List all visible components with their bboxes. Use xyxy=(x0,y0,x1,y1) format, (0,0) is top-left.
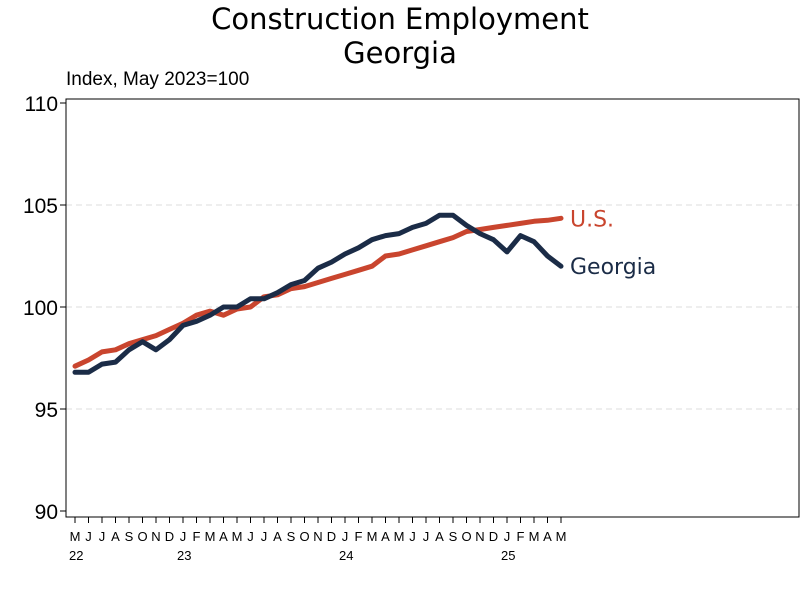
x-tick-label: J xyxy=(504,529,511,544)
series-lines xyxy=(72,212,564,375)
x-tick-label: D xyxy=(489,529,498,544)
x-tick-label: S xyxy=(287,529,296,544)
chart-title-block: Construction Employment Georgia xyxy=(0,0,800,70)
x-tick-label: J xyxy=(247,529,254,544)
x-tick-label: A xyxy=(111,529,120,544)
y-axis: 90 95 100 105 110 xyxy=(23,93,66,524)
x-tick-label: M xyxy=(556,529,567,544)
x-tick-label: J xyxy=(180,529,187,544)
chart-title: Construction Employment xyxy=(211,2,589,36)
x-tick-label: J xyxy=(409,529,416,544)
x-tick-label: F xyxy=(193,529,201,544)
x-tick-label: S xyxy=(125,529,134,544)
x-tick-label: J xyxy=(99,529,106,544)
x-tick-label: F xyxy=(355,529,363,544)
x-tick-label: M xyxy=(529,529,540,544)
plot-frame xyxy=(65,98,800,518)
series-line-georgia xyxy=(72,212,564,375)
x-tick-label: M xyxy=(394,529,405,544)
y-axis-label: Index, May 2023=100 xyxy=(66,69,249,90)
x-axis: M J J A S O N D J F M A M J J A S O N D J F M A M J J A S O N D J F M A M22 2… xyxy=(69,517,566,563)
y-tick-label: 110 xyxy=(25,93,58,116)
chart-subtitle: Georgia xyxy=(343,36,457,70)
x-tick-label: M xyxy=(70,529,81,544)
x-tick-label: M xyxy=(232,529,243,544)
x-tick-label: J xyxy=(342,529,349,544)
x-tick-label: J xyxy=(261,529,268,544)
series-labels: U.S. Georgia xyxy=(570,207,656,280)
x-tick-label: D xyxy=(165,529,174,544)
y-tick-label: 105 xyxy=(23,195,58,218)
series-line-us xyxy=(72,215,564,369)
x-tick-label: S xyxy=(449,529,458,544)
x-tick-label: A xyxy=(219,529,228,544)
x-tick-label: O xyxy=(461,529,471,544)
x-tick-label: N xyxy=(151,529,160,544)
x-tick-label: N xyxy=(313,529,322,544)
x-tick-label: O xyxy=(299,529,309,544)
x-tick-label: A xyxy=(435,529,444,544)
x-year-label: 22 xyxy=(69,548,83,563)
x-tick-label: J xyxy=(423,529,430,544)
x-tick-label: J xyxy=(85,529,92,544)
gridlines xyxy=(66,204,799,410)
x-tick-label: F xyxy=(517,529,525,544)
y-tick-label: 90 xyxy=(35,501,58,524)
x-year-label: 24 xyxy=(339,548,353,563)
x-tick-label: N xyxy=(475,529,484,544)
y-tick-label: 100 xyxy=(23,297,58,320)
series-label: Georgia xyxy=(570,255,656,280)
y-tick-label: 95 xyxy=(35,399,58,422)
x-tick-label: M xyxy=(205,529,216,544)
x-tick-label: A xyxy=(543,529,552,544)
x-tick-label: D xyxy=(327,529,336,544)
x-tick-label: O xyxy=(137,529,147,544)
x-year-label: 23 xyxy=(177,548,191,563)
x-tick-label: A xyxy=(381,529,390,544)
series-label: U.S. xyxy=(570,207,614,232)
x-tick-label: A xyxy=(273,529,282,544)
x-tick-label: M xyxy=(367,529,378,544)
x-year-label: 25 xyxy=(501,548,515,563)
